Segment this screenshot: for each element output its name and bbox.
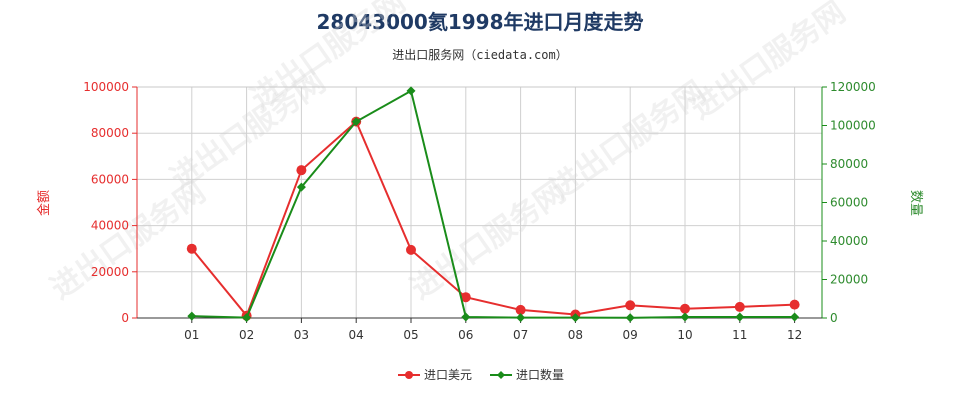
series-point-1: [460, 292, 471, 303]
legend-label-1: 进口美元: [424, 368, 472, 382]
watermark-text: 进出口服务网: [245, 0, 413, 117]
right-tick-label: 80000: [830, 157, 868, 171]
series-point-1: [734, 301, 745, 312]
series-point-2: [242, 313, 252, 323]
watermark-text: 进出口服务网: [545, 75, 713, 207]
legend: 进口美元 进口数量: [398, 367, 564, 382]
right-tick-label: 20000: [830, 273, 868, 287]
right-tick-label: 40000: [830, 234, 868, 248]
right-tick-label: 100000: [830, 119, 876, 133]
left-tick-label: 20000: [91, 265, 129, 279]
x-tick-label: 04: [349, 328, 364, 342]
legend-marker-2: [497, 371, 505, 379]
legend-marker-1: [405, 371, 413, 379]
x-tick-label: 11: [732, 328, 747, 342]
series-point-2: [790, 312, 800, 322]
right-tick-label: 60000: [830, 196, 868, 210]
x-tick-label: 12: [787, 328, 802, 342]
watermark-text: 进出口服务网: [685, 0, 853, 127]
x-tick-label: 07: [513, 328, 528, 342]
series-line-1: [191, 119, 795, 318]
series-point-2: [735, 312, 745, 322]
left-tick-label: 100000: [83, 80, 129, 94]
series-point-2: [406, 86, 416, 96]
series-point-2: [570, 313, 580, 323]
series-point-2: [296, 182, 306, 192]
x-tick-label: 10: [677, 328, 692, 342]
series-point-1: [186, 243, 197, 254]
x-tick-label: 05: [403, 328, 418, 342]
series-point-2: [461, 312, 471, 322]
left-axis-label: 金额: [36, 190, 52, 216]
left-tick-label: 0: [121, 311, 129, 325]
chart-title: 28043000氦1998年进口月度走势: [316, 10, 644, 34]
x-tick-label: 01: [184, 328, 199, 342]
series-point-2: [187, 311, 197, 321]
x-tick-label: 08: [568, 328, 583, 342]
series-point-1: [789, 299, 800, 310]
left-tick-label: 60000: [91, 172, 129, 186]
left-tick-label: 40000: [91, 219, 129, 233]
right-tick-label: 120000: [830, 80, 876, 94]
series-line-2: [191, 89, 795, 319]
x-tick-label: 09: [623, 328, 638, 342]
x-tick-label: 03: [294, 328, 309, 342]
series-point-1: [296, 165, 307, 176]
series-point-2: [351, 117, 361, 127]
legend-label-2: 进口数量: [516, 367, 564, 382]
x-tick-label: 06: [458, 328, 473, 342]
x-tick-label: 02: [239, 328, 254, 342]
axes: 0 20000 40000 60000 80000 100000 0 20000 40000 60…: [83, 80, 876, 342]
series-point-1: [406, 244, 416, 255]
series-point-2: [625, 313, 635, 323]
series-point-1: [515, 304, 526, 315]
chart-subtitle: 进出口服务网（ciedata.com）: [392, 48, 568, 62]
right-axis-label: 数量: [908, 190, 923, 216]
series-point-1: [680, 303, 690, 314]
watermark-text: 进出口服务网: [405, 175, 573, 307]
series-point-2: [680, 312, 690, 322]
left-tick-label: 80000: [91, 126, 129, 140]
series-point-2: [516, 313, 526, 323]
series-layer: [186, 86, 800, 323]
series-point-1: [625, 300, 636, 311]
right-tick-label: 0: [830, 311, 838, 325]
